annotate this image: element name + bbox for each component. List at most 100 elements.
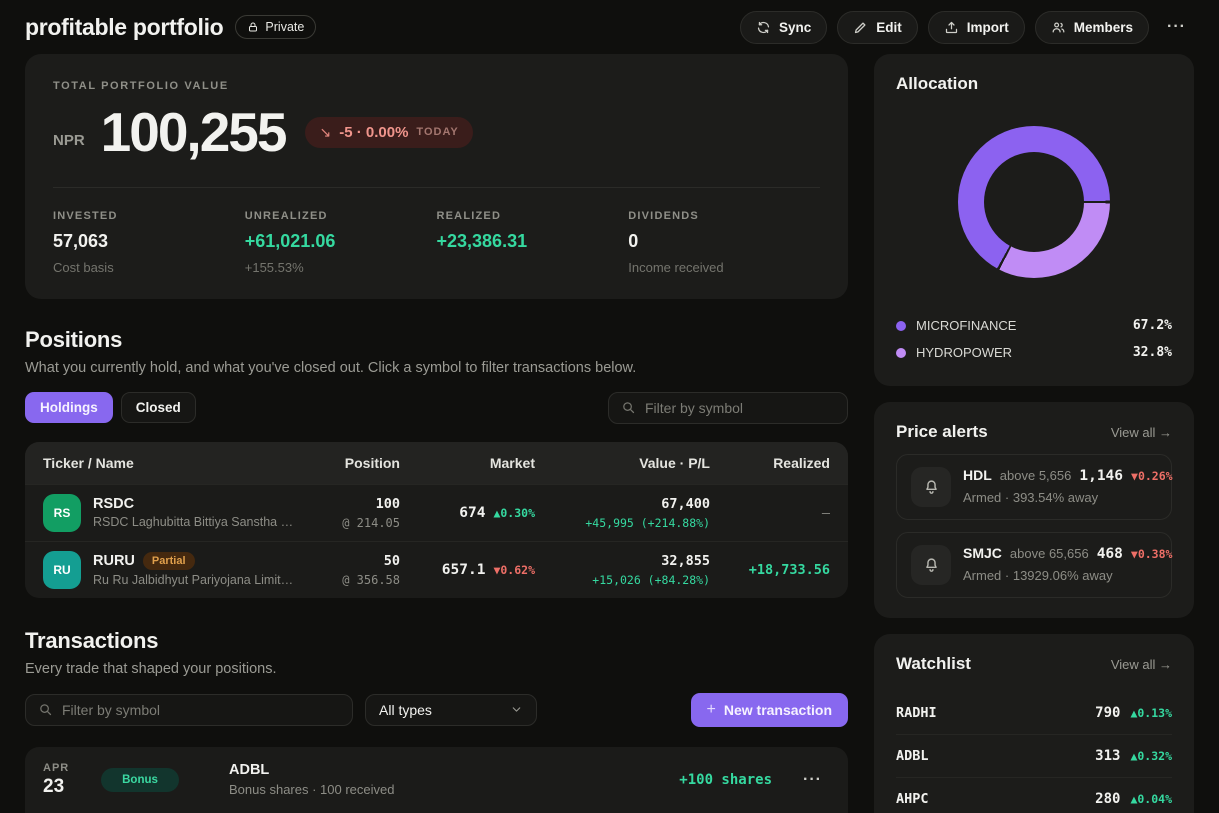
transactions-filter[interactable] — [25, 694, 353, 726]
bell-icon — [911, 545, 951, 585]
position-qty: 50 — [295, 553, 400, 569]
sync-icon — [756, 20, 771, 35]
edit-icon — [853, 20, 868, 35]
positions-table-header: Ticker / Name Position Market Value · P/… — [25, 442, 848, 484]
legend-dot — [896, 321, 906, 331]
currency-label: NPR — [53, 132, 85, 149]
daily-change-value: -5 · 0.00% — [339, 124, 408, 141]
transaction-row[interactable]: APR 23 Bonus ADBL Bonus shares · 100 rec… — [25, 747, 848, 813]
transactions-list: APR 23 Bonus ADBL Bonus shares · 100 rec… — [25, 747, 848, 813]
plus-icon: + — [707, 701, 716, 719]
market-change: ▼0.62% — [493, 563, 535, 577]
alert-price: 1,146 — [1079, 468, 1123, 484]
position-value: 32,855 — [535, 553, 710, 569]
position-pl: +45,995 (+214.88%) — [535, 516, 710, 530]
transactions-subtitle: Every trade that shaped your positions. — [25, 661, 848, 677]
sync-button[interactable]: Sync — [740, 11, 827, 44]
transaction-description: Bonus shares · 100 received — [229, 782, 679, 797]
price-alerts-title: Price alerts — [896, 422, 988, 442]
price-alerts-view-all[interactable]: View all → — [1111, 425, 1172, 440]
import-icon — [944, 20, 959, 35]
alert-symbol: HDL — [963, 467, 992, 483]
positions-title: Positions — [25, 327, 848, 353]
alert-symbol: SMJC — [963, 545, 1002, 561]
allocation-title: Allocation — [896, 74, 978, 94]
market-change: ▲0.30% — [493, 506, 535, 520]
bell-icon — [911, 467, 951, 507]
summary-label: TOTAL PORTFOLIO VALUE — [53, 80, 820, 92]
import-button[interactable]: Import — [928, 11, 1025, 44]
avatar: RU — [43, 551, 81, 589]
stat-invested: INVESTED 57,063 Cost basis — [53, 210, 245, 275]
search-icon — [38, 702, 53, 717]
transactions-title: Transactions — [25, 628, 848, 654]
new-transaction-button[interactable]: + New transaction — [691, 693, 848, 727]
positions-table: Ticker / Name Position Market Value · P/… — [25, 442, 848, 598]
positions-filter[interactable] — [608, 392, 848, 424]
members-button[interactable]: Members — [1035, 11, 1149, 44]
lock-icon — [247, 21, 259, 33]
type-filter-value: All types — [379, 702, 432, 718]
market-price: 657.1 — [442, 562, 486, 578]
ticker-symbol[interactable]: RSDC — [93, 496, 134, 512]
alert-condition: above 5,656 — [1000, 468, 1072, 483]
main-column: TOTAL PORTFOLIO VALUE NPR 100,255 ↘ -5 ·… — [25, 54, 848, 813]
watchlist-item-adbl[interactable]: ADBL 313 ▲0.32% — [896, 735, 1172, 778]
transaction-details: ADBL Bonus shares · 100 received — [229, 762, 679, 797]
partial-badge: Partial — [143, 552, 195, 570]
price-alerts-card: Price alerts View all → HDL above 5,656 … — [874, 402, 1194, 618]
transaction-more-button[interactable]: ··· — [790, 765, 830, 795]
watchlist-item-ahpc[interactable]: AHPC 280 ▲0.04% — [896, 778, 1172, 813]
edit-button[interactable]: Edit — [837, 11, 918, 44]
legend-dot — [896, 348, 906, 358]
positions-filter-input[interactable] — [645, 400, 835, 416]
price-alert-hdl[interactable]: HDL above 5,656 1,146 ▼0.26% Armed · 393… — [896, 454, 1172, 520]
position-avg-cost: @ 356.58 — [295, 573, 400, 587]
trend-down-icon: ↘ — [319, 124, 331, 141]
stat-dividends: DIVIDENDS 0 Income received — [628, 210, 820, 275]
donut-hole — [984, 152, 1084, 252]
sidebar: Allocation MICROFINANCE 67.2% — [874, 54, 1194, 813]
watchlist-view-all[interactable]: View all → — [1111, 657, 1172, 672]
search-icon — [621, 400, 636, 415]
tab-holdings[interactable]: Holdings — [25, 392, 113, 423]
daily-change-badge: ↘ -5 · 0.00% TODAY — [305, 117, 472, 148]
allocation-card: Allocation MICROFINANCE 67.2% — [874, 54, 1194, 386]
transaction-amount: +100 shares — [679, 772, 790, 788]
avatar: RS — [43, 494, 81, 532]
more-options-button[interactable]: ··· — [1159, 12, 1194, 42]
transaction-symbol: ADBL — [229, 762, 679, 778]
page-title: profitable portfolio — [25, 14, 223, 41]
realized-value: +18,733.56 — [749, 562, 830, 578]
company-name: Ru Ru Jalbidhyut Pariyojana Limited · Hy… — [93, 573, 295, 587]
transactions-filter-input[interactable] — [62, 702, 312, 718]
alert-change: ▼0.38% — [1131, 547, 1173, 561]
watchlist-item-radhi[interactable]: RADHI 790 ▲0.13% — [896, 692, 1172, 735]
position-row-ruru[interactable]: RU RURU Partial Ru Ru Jalbidhyut Pariyoj… — [25, 541, 848, 598]
positions-subtitle: What you currently hold, and what you've… — [25, 360, 848, 376]
privacy-badge: Private — [235, 15, 316, 39]
type-filter-select[interactable]: All types — [365, 694, 537, 726]
transaction-type-badge: Bonus — [101, 768, 179, 792]
watchlist-card: Watchlist View all → RADHI 790 ▲0.13% AD… — [874, 634, 1194, 813]
top-bar: profitable portfolio Private Sync Edit — [25, 0, 1194, 54]
alert-price: 468 — [1097, 546, 1123, 562]
alert-change: ▼0.26% — [1131, 469, 1173, 483]
ticker-symbol[interactable]: RURU — [93, 553, 135, 569]
allocation-donut-chart — [958, 126, 1110, 278]
positions-tabs: Holdings Closed — [25, 392, 196, 423]
stat-realized: REALIZED +23,386.31 — [437, 210, 629, 275]
daily-change-period: TODAY — [416, 126, 458, 138]
members-icon — [1051, 20, 1066, 35]
realized-value: – — [822, 505, 830, 521]
alert-status: Armed · 393.54% away — [963, 490, 1157, 505]
portfolio-value: 100,255 — [101, 102, 286, 163]
tab-closed[interactable]: Closed — [121, 392, 196, 423]
chevron-down-icon — [510, 703, 523, 716]
position-row-rsdc[interactable]: RS RSDC RSDC Laghubitta Bittiya Sanstha … — [25, 484, 848, 541]
price-alert-smjc[interactable]: SMJC above 65,656 468 ▼0.38% Armed · 139… — [896, 532, 1172, 598]
position-avg-cost: @ 214.05 — [295, 516, 400, 530]
summary-divider — [53, 187, 820, 188]
alert-condition: above 65,656 — [1010, 546, 1089, 561]
watchlist-title: Watchlist — [896, 654, 971, 674]
